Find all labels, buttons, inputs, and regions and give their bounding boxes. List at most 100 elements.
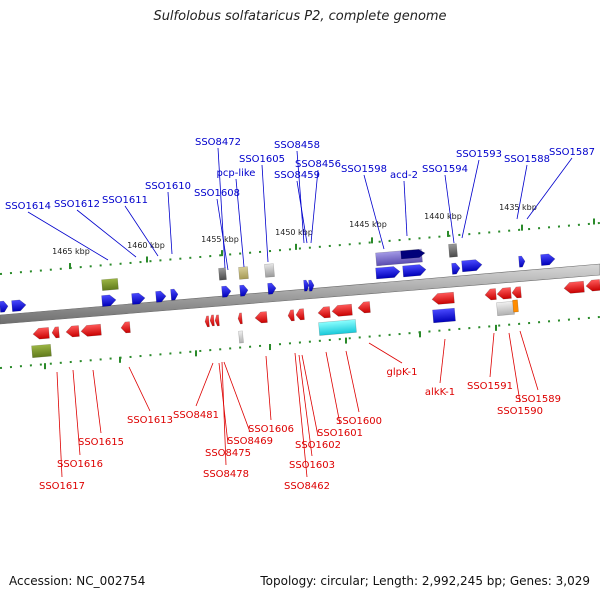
forward-gene-arrow bbox=[11, 299, 27, 312]
plus-leader-line bbox=[403, 180, 408, 237]
minus-leader-line bbox=[92, 369, 102, 434]
accession-text: Accession: NC_002754 bbox=[9, 574, 146, 588]
genome-backbone bbox=[0, 263, 600, 325]
reverse-gene-arrow bbox=[317, 306, 331, 319]
forward-gene-arrow bbox=[239, 284, 249, 297]
gene-label-plus: SSO1593 bbox=[456, 149, 502, 160]
reverse-gene-arrow bbox=[209, 314, 215, 327]
gene-label-plus: acd-2 bbox=[390, 170, 418, 181]
plus-leader-line bbox=[235, 178, 245, 268]
gene-label-minus: SSO8475 bbox=[205, 448, 251, 459]
reverse-gene-arrow bbox=[51, 326, 60, 339]
feature-box-grey bbox=[264, 263, 275, 278]
gene-label-minus: SSO8469 bbox=[227, 436, 273, 447]
tick-label: 1435 kbp bbox=[499, 203, 537, 212]
gene-label-plus: SSO8459 bbox=[274, 170, 320, 181]
plus-leader-line bbox=[217, 147, 226, 269]
topology-text: Topology: circular; Length: 2,992,245 bp… bbox=[260, 574, 590, 588]
gene-label-minus: SSO8462 bbox=[284, 481, 330, 492]
tick-label: 1440 kbp bbox=[424, 212, 462, 221]
forward-gene-arrow bbox=[400, 249, 426, 260]
minus-leader-line bbox=[519, 330, 539, 391]
plus-leader-line bbox=[296, 150, 305, 244]
gene-label-minus: SSO1613 bbox=[127, 415, 173, 426]
gene-label-plus: SSO1598 bbox=[341, 164, 387, 175]
gene-label-minus: SSO1603 bbox=[289, 460, 335, 471]
reverse-gene-arrow bbox=[331, 303, 353, 317]
forward-gene-arrow bbox=[461, 259, 483, 273]
forward-gene-arrow bbox=[308, 279, 315, 292]
forward-gene-arrow bbox=[402, 264, 427, 278]
lower-scale-line bbox=[0, 316, 600, 369]
gene-label-plus: SSO1614 bbox=[5, 201, 51, 212]
reverse-gene-arrow bbox=[65, 325, 80, 338]
gene-label-minus: SSO1616 bbox=[57, 459, 103, 470]
reverse-gene-arrow bbox=[80, 323, 102, 337]
genome-title: Sulfolobus solfataricus P2, complete gen… bbox=[153, 9, 447, 24]
forward-gene-arrow bbox=[375, 266, 401, 280]
minus-leader-line bbox=[72, 369, 81, 456]
gene-label-plus: SSO1594 bbox=[422, 164, 468, 175]
plus-leader-line bbox=[76, 209, 137, 258]
forward-gene-arrow bbox=[451, 262, 461, 275]
reverse-gene-arrow bbox=[214, 314, 220, 327]
minus-leader-line bbox=[368, 342, 403, 364]
feature-box-dark bbox=[218, 267, 227, 281]
gene-label-minus: SSO8481 bbox=[173, 410, 219, 421]
reverse-gene-arrow bbox=[120, 321, 131, 334]
forward-gene-arrow bbox=[0, 300, 9, 313]
plus-leader-line bbox=[310, 169, 319, 244]
reverse-gene-arrow bbox=[585, 279, 600, 292]
forward-gene-arrow bbox=[540, 253, 556, 266]
plus-leader-line bbox=[261, 164, 269, 263]
minus-leader-line bbox=[508, 332, 521, 403]
gene-label-minus: SSO1589 bbox=[515, 394, 561, 405]
forward-gene-arrow bbox=[101, 294, 117, 307]
gene-label-plus: SSO8456 bbox=[295, 159, 341, 170]
gene-label-plus: SSO1611 bbox=[102, 195, 148, 206]
gene-label-plus: SSO8472 bbox=[195, 137, 241, 148]
tick-label: 1445 kbp bbox=[349, 220, 387, 229]
minus-leader-line bbox=[345, 350, 360, 413]
reverse-gene-arrow bbox=[204, 315, 210, 328]
feature-box-silver bbox=[496, 301, 515, 316]
reverse-gene-arrow bbox=[254, 311, 268, 324]
forward-gene-arrow bbox=[170, 288, 179, 301]
reverse-gene-arrow bbox=[431, 291, 455, 305]
tick-label: 1450 kbp bbox=[275, 228, 313, 237]
plus-leader-line bbox=[444, 174, 455, 244]
feature-box-silver bbox=[238, 330, 244, 344]
minus-leader-line bbox=[223, 361, 251, 433]
reverse-gene-arrow bbox=[295, 308, 305, 321]
upper-scale-line bbox=[0, 222, 600, 275]
gene-label-minus: SSO1601 bbox=[317, 428, 363, 439]
tick-label: 1460 kbp bbox=[127, 241, 165, 250]
minus-leader-line bbox=[439, 338, 446, 384]
reverse-gene-arrow bbox=[32, 327, 50, 340]
plus-leader-line bbox=[216, 198, 229, 271]
gene-label-plus: SSO1587 bbox=[549, 147, 595, 158]
feature-box-tan bbox=[238, 266, 249, 280]
minus-leader-line bbox=[298, 354, 313, 457]
gene-label-minus: SSO1617 bbox=[39, 481, 85, 492]
plus-leader-line bbox=[526, 157, 573, 220]
minus-leader-line bbox=[294, 352, 308, 478]
plus-leader-line bbox=[461, 159, 480, 239]
gene-label-minus: SSO1606 bbox=[248, 424, 294, 435]
forward-gene-arrow bbox=[518, 255, 526, 268]
reverse-gene-arrow bbox=[511, 286, 522, 299]
plus-leader-line bbox=[363, 174, 385, 250]
feature-box-olive bbox=[101, 278, 119, 291]
plus-leader-line bbox=[124, 205, 159, 257]
gene-label-minus: SSO1591 bbox=[467, 381, 513, 392]
reverse-gene-arrow bbox=[357, 301, 371, 314]
gene-label-minus: SSO8478 bbox=[203, 469, 249, 480]
feature-box-olive bbox=[31, 343, 52, 359]
gene-label-plus: SSO1588 bbox=[504, 154, 550, 165]
feature-box-blue bbox=[432, 307, 456, 324]
plus-leader-line bbox=[167, 191, 173, 255]
feature-box-orange bbox=[512, 299, 519, 313]
gene-label-minus: SSO1590 bbox=[497, 406, 543, 417]
minus-leader-line bbox=[489, 332, 495, 378]
gene-label-plus: SSO1610 bbox=[145, 181, 191, 192]
